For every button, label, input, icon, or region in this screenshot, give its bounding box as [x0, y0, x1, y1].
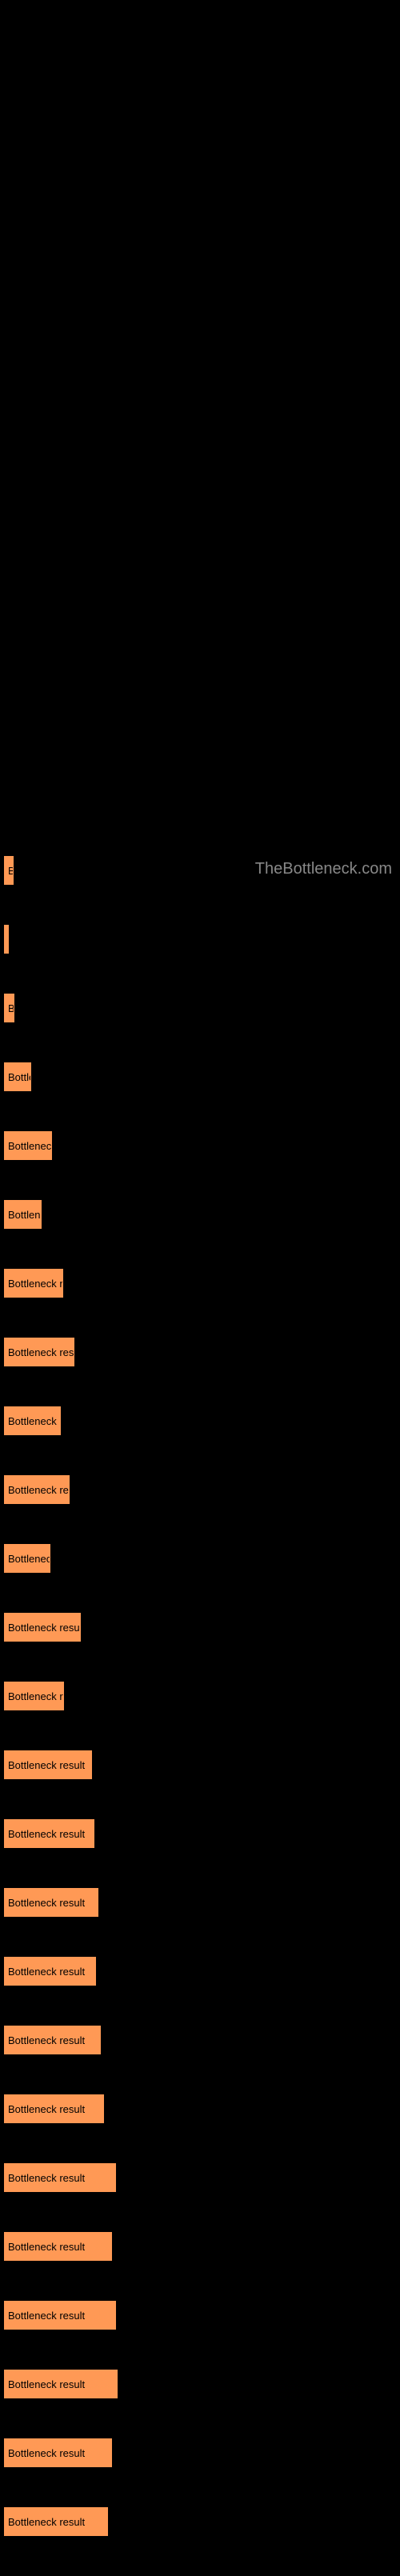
bar-label: Bottleneck result	[8, 2310, 85, 2322]
bar-row: Bottleneck result	[4, 1613, 396, 1642]
bar-label: Bottlene	[8, 1209, 41, 1221]
bar-row: Bottleneck res	[4, 1475, 396, 1504]
bar: Bottleneck	[4, 1544, 50, 1573]
bar-row: Bottleneck	[4, 1131, 396, 1160]
bar-row: Bottleneck result	[4, 2370, 396, 2398]
bar: Bottleneck resu	[4, 1338, 74, 1366]
bar-row: Bottlene	[4, 1200, 396, 1229]
bar: Bottleneck result	[4, 1888, 98, 1917]
bar-label: Bottleneck result	[8, 1622, 80, 1634]
bar-label: B	[8, 1002, 14, 1014]
bar: Bottleneck res	[4, 1475, 70, 1504]
bar: Bottleneck result	[4, 1613, 81, 1642]
bar-label: Bottleneck result	[8, 2378, 85, 2390]
bar-row: Bottleneck r	[4, 1406, 396, 1435]
bar-row: Bottleneck result	[4, 2232, 396, 2261]
bar-label: Bottleneck re	[8, 1278, 62, 1290]
bar-row	[4, 925, 396, 954]
bar-row: Bottleneck result	[4, 2026, 396, 2054]
bar-row: B	[4, 856, 396, 885]
bar-label: Bottleneck res	[8, 1484, 69, 1496]
bar: Bottleneck re	[4, 1269, 63, 1298]
bar-label: Bottleneck result	[8, 1897, 85, 1909]
bar-row: Bottleneck result	[4, 1819, 396, 1848]
bar-row: Bottleneck result	[4, 2163, 396, 2192]
bar-label: Bottleneck result	[8, 2241, 85, 2253]
bar-row: Bottleneck result	[4, 2301, 396, 2330]
bar-label: Bottleneck result	[8, 2172, 85, 2184]
bar-label: Bottleneck resu	[8, 1346, 74, 1358]
bar-label: Bottleneck	[8, 1553, 50, 1565]
bar-label: Bottle	[8, 1071, 30, 1083]
bar: Bottleneck result	[4, 1819, 94, 1848]
bar: Bottleneck result	[4, 2094, 104, 2123]
bar: Bottleneck result	[4, 2301, 116, 2330]
bar: Bottleneck result	[4, 2507, 108, 2536]
bar: Bottleneck result	[4, 2438, 112, 2467]
bar: Bottle	[4, 1062, 31, 1091]
bar-label: Bottleneck	[8, 1140, 51, 1152]
bar-label: Bottleneck re	[8, 1690, 63, 1702]
bar-label: Bottleneck result	[8, 1828, 85, 1840]
bar-label: Bottleneck result	[8, 1966, 85, 1978]
bar-row: B	[4, 994, 396, 1022]
bar-label: Bottleneck result	[8, 2447, 85, 2459]
bar: B	[4, 994, 14, 1022]
bar-row: Bottleneck re	[4, 1682, 396, 1710]
bar: Bottleneck result	[4, 1957, 96, 1986]
bar-label: Bottleneck result	[8, 1759, 85, 1771]
bar-label: Bottleneck r	[8, 1415, 60, 1427]
bar: Bottleneck result	[4, 2163, 116, 2192]
bar: Bottlene	[4, 1200, 42, 1229]
bar: B	[4, 856, 14, 885]
bar-label: B	[8, 865, 13, 877]
bar	[4, 925, 9, 954]
bar-row: Bottleneck result	[4, 2507, 396, 2536]
bar-row: Bottleneck result	[4, 2094, 396, 2123]
bar-row: Bottleneck result	[4, 1888, 396, 1917]
bar: Bottleneck result	[4, 1750, 92, 1779]
bar: Bottleneck re	[4, 1682, 64, 1710]
bar-label: Bottleneck result	[8, 2516, 85, 2528]
bar-row: Bottleneck	[4, 1544, 396, 1573]
bar-row: Bottleneck result	[4, 2438, 396, 2467]
bar: Bottleneck r	[4, 1406, 61, 1435]
bar-row: Bottleneck result	[4, 1957, 396, 1986]
bar-row: Bottle	[4, 1062, 396, 1091]
bar: Bottleneck result	[4, 2232, 112, 2261]
bar-chart: B B Bottle Bottleneck Bottlene Bottleneck re B…	[0, 856, 400, 2536]
bar: Bottleneck result	[4, 2370, 118, 2398]
bar: Bottleneck	[4, 1131, 52, 1160]
bar: Bottleneck result	[4, 2026, 101, 2054]
bar-label: Bottleneck result	[8, 2034, 85, 2046]
bar-label: Bottleneck result	[8, 2103, 85, 2115]
bar-row: Bottleneck resu	[4, 1338, 396, 1366]
bar-row: Bottleneck re	[4, 1269, 396, 1298]
bar-row: Bottleneck result	[4, 1750, 396, 1779]
